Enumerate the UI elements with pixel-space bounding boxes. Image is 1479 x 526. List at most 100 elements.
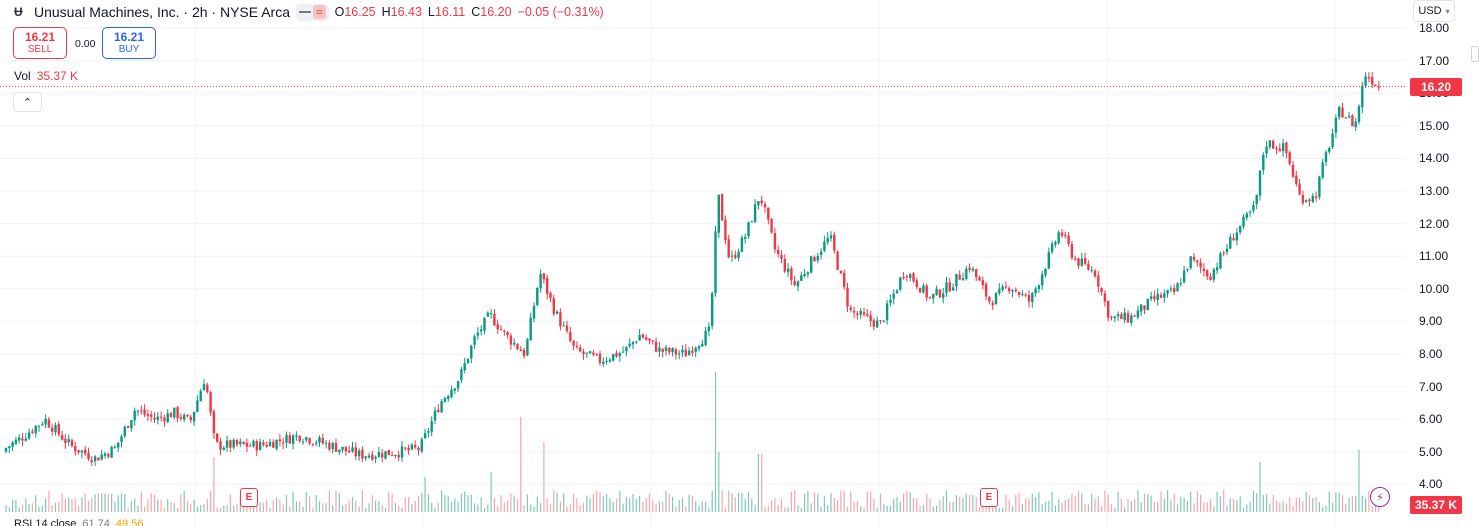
volume-bar: [909, 492, 911, 512]
volume-bar: [434, 507, 436, 512]
candle-body: [895, 290, 899, 294]
rsi-legend[interactable]: RSI 14 close 61.74 49.56: [14, 518, 143, 526]
price-axis-tick: 11.00: [1419, 249, 1449, 264]
volume-bar: [1299, 497, 1301, 512]
volume-bar: [309, 495, 311, 512]
candle-body: [707, 326, 711, 332]
candle-body: [493, 313, 496, 326]
collapse-legend-button[interactable]: ⌃: [13, 92, 42, 112]
volume-bar: [523, 505, 525, 512]
volume-bar: [272, 500, 274, 512]
volume-bar: [394, 502, 396, 512]
volume-bar: [147, 499, 149, 512]
volume-bar: [5, 505, 7, 512]
company-logo-icon: Ʉ: [14, 5, 23, 19]
buy-button[interactable]: 16.21 BUY: [102, 27, 156, 59]
candle-body: [1338, 106, 1341, 118]
volume-bar: [919, 505, 921, 512]
candle-body: [54, 424, 57, 433]
volume-bar: [1266, 494, 1268, 512]
low-value: 16.11: [434, 5, 466, 19]
candle-body: [1344, 117, 1347, 119]
wave-style-icon[interactable]: ≈: [313, 5, 326, 19]
volume-bar: [289, 505, 291, 512]
volume-bar: [411, 504, 413, 512]
candle-body: [938, 289, 942, 298]
volume-bar: [1170, 500, 1172, 512]
symbol-title[interactable]: Unusual Machines, Inc. · 2h · NYSE Arca: [34, 4, 290, 20]
candle-body: [1318, 176, 1321, 197]
volume-bar: [741, 492, 743, 512]
candle-body: [542, 273, 546, 280]
candle-body: [674, 349, 678, 355]
candle-body: [1255, 195, 1258, 205]
candle-body: [235, 439, 239, 445]
volume-bar: [615, 498, 618, 512]
candle-body: [539, 273, 542, 289]
volume-bar: [688, 494, 690, 512]
earnings-marker-icon[interactable]: E: [240, 488, 258, 507]
candle-body: [1212, 269, 1215, 280]
sell-button[interactable]: 16.21 SELL: [13, 27, 67, 59]
candle-body: [107, 453, 110, 457]
candle-body: [117, 442, 120, 448]
candle-body: [608, 359, 612, 362]
volume-bar: [348, 500, 350, 512]
candle-body: [592, 352, 595, 355]
candle-body: [839, 270, 843, 274]
candle-body: [836, 251, 839, 270]
volume-bar: [975, 496, 977, 512]
volume-bar: [846, 507, 849, 512]
volume-bar: [1114, 507, 1116, 512]
volume-bar: [351, 497, 354, 512]
volume-bar: [893, 499, 895, 512]
candle-body: [456, 381, 460, 389]
candle-body: [856, 313, 859, 316]
candle-body: [417, 447, 420, 451]
volume-bar: [1305, 491, 1307, 512]
volume-bar: [398, 505, 400, 512]
volume-bar: [262, 502, 264, 512]
candle-body: [588, 351, 592, 354]
candle-body: [859, 310, 862, 315]
line-style-icon[interactable]: [299, 11, 311, 13]
candle-body: [1281, 143, 1285, 152]
volume-bar: [437, 502, 439, 512]
last-price-tag: 16.20: [1410, 77, 1462, 96]
volume-bar: [1163, 498, 1165, 512]
candle-body: [1140, 304, 1143, 312]
volume-bar: [384, 507, 387, 512]
volume-bar: [328, 490, 330, 512]
volume-bar: [375, 500, 377, 512]
candle-body: [968, 267, 971, 270]
volume-bar: [553, 490, 555, 512]
volume-bar: [899, 501, 901, 512]
candle-body: [1011, 290, 1014, 292]
price-axis-tick: 9.00: [1419, 314, 1443, 329]
volume-bar: [962, 497, 964, 512]
volume-bar: [837, 500, 839, 512]
volume-bar: [850, 491, 852, 512]
candle-body: [1182, 270, 1186, 283]
volume-value: 35.37 K: [36, 69, 79, 83]
candle-body: [367, 455, 371, 458]
scroll-handle[interactable]: [1471, 46, 1479, 62]
volume-bar: [74, 498, 76, 512]
candle-body: [57, 424, 60, 435]
candle-body: [1331, 133, 1334, 148]
candle-body: [1107, 301, 1110, 318]
earnings-marker-icon[interactable]: E: [980, 488, 998, 507]
candle-body: [1163, 293, 1166, 298]
flash-icon[interactable]: ⚡: [1370, 487, 1390, 507]
volume-bar: [813, 492, 816, 512]
chart-style-toggle[interactable]: ≈: [296, 3, 329, 21]
candle-body: [1176, 283, 1179, 292]
volume-legend[interactable]: Vol 35.37 K: [14, 69, 78, 83]
candle-body: [790, 268, 793, 281]
volume-bar: [843, 490, 845, 512]
volume-bar: [754, 504, 756, 512]
currency-button[interactable]: USD ▾: [1413, 0, 1455, 22]
volume-bar: [358, 506, 360, 512]
